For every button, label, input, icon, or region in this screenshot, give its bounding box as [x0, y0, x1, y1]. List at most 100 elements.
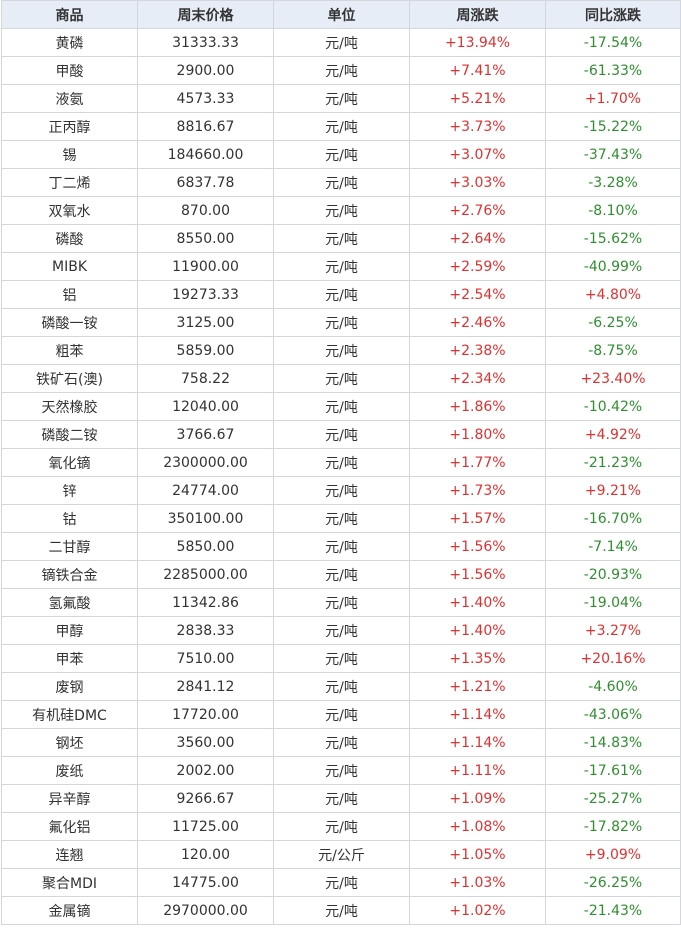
weekly-change-cell: +1.86%	[409, 392, 546, 421]
yoy-change-cell: -8.75%	[545, 336, 681, 365]
price-cell: 2838.33	[137, 616, 274, 645]
commodity-cell: 铝	[1, 280, 138, 309]
unit-cell: 元/吨	[273, 112, 410, 141]
commodity-cell: 氧化镝	[1, 448, 138, 477]
table-row: 液氨 4573.33 元/吨 +5.21% +1.70%	[1, 84, 681, 113]
unit-cell: 元/吨	[273, 784, 410, 813]
weekly-change-cell: +2.38%	[409, 336, 546, 365]
yoy-change-cell: +20.16%	[545, 644, 681, 673]
weekly-change-cell: +1.21%	[409, 672, 546, 701]
commodity-cell: 有机硅DMC	[1, 700, 138, 729]
table-row: 钴 350100.00 元/吨 +1.57% -16.70%	[1, 504, 681, 533]
weekly-change-cell: +5.21%	[409, 84, 546, 113]
table-row: 正丙醇 8816.67 元/吨 +3.73% -15.22%	[1, 112, 681, 141]
unit-cell: 元/吨	[273, 364, 410, 393]
weekly-change-cell: +2.34%	[409, 364, 546, 393]
commodity-cell: 锌	[1, 476, 138, 505]
price-cell: 120.00	[137, 840, 274, 869]
commodity-cell: 粗苯	[1, 336, 138, 365]
price-cell: 4573.33	[137, 84, 274, 113]
price-cell: 19273.33	[137, 280, 274, 309]
table-body: 黄磷 31333.33 元/吨 +13.94% -17.54% 甲酸 2900.00 元/吨 +…	[1, 28, 681, 925]
price-cell: 870.00	[137, 196, 274, 225]
unit-cell: 元/吨	[273, 672, 410, 701]
commodity-cell: 废钢	[1, 672, 138, 701]
unit-cell: 元/吨	[273, 756, 410, 785]
price-cell: 5850.00	[137, 532, 274, 561]
yoy-change-cell: -10.42%	[545, 392, 681, 421]
yoy-change-cell: -17.61%	[545, 756, 681, 785]
weekly-change-cell: +1.73%	[409, 476, 546, 505]
unit-cell: 元/吨	[273, 196, 410, 225]
commodity-cell: 金属镝	[1, 896, 138, 925]
price-cell: 5859.00	[137, 336, 274, 365]
table-row: 氟化铝 11725.00 元/吨 +1.08% -17.82%	[1, 812, 681, 841]
commodity-cell: 甲醇	[1, 616, 138, 645]
unit-cell: 元/吨	[273, 700, 410, 729]
price-cell: 24774.00	[137, 476, 274, 505]
header-commodity: 商品	[1, 0, 138, 29]
weekly-change-cell: +1.02%	[409, 896, 546, 925]
weekly-change-cell: +1.56%	[409, 532, 546, 561]
table-row: 甲苯 7510.00 元/吨 +1.35% +20.16%	[1, 644, 681, 673]
table-row: 天然橡胶 12040.00 元/吨 +1.86% -10.42%	[1, 392, 681, 421]
commodity-cell: 连翘	[1, 840, 138, 869]
yoy-change-cell: -15.62%	[545, 224, 681, 253]
table-row: 丁二烯 6837.78 元/吨 +3.03% -3.28%	[1, 168, 681, 197]
yoy-change-cell: -7.14%	[545, 532, 681, 561]
unit-cell: 元/吨	[273, 588, 410, 617]
weekly-change-cell: +3.07%	[409, 140, 546, 169]
price-cell: 3766.67	[137, 420, 274, 449]
weekly-change-cell: +2.54%	[409, 280, 546, 309]
yoy-change-cell: -6.25%	[545, 308, 681, 337]
yoy-change-cell: +23.40%	[545, 364, 681, 393]
weekly-change-cell: +2.59%	[409, 252, 546, 281]
unit-cell: 元/吨	[273, 476, 410, 505]
unit-cell: 元/吨	[273, 868, 410, 897]
price-cell: 31333.33	[137, 28, 274, 57]
table-row: 氢氟酸 11342.86 元/吨 +1.40% -19.04%	[1, 588, 681, 617]
unit-cell: 元/吨	[273, 28, 410, 57]
table-row: 粗苯 5859.00 元/吨 +2.38% -8.75%	[1, 336, 681, 365]
weekly-change-cell: +1.80%	[409, 420, 546, 449]
table-row: 铝 19273.33 元/吨 +2.54% +4.80%	[1, 280, 681, 309]
commodity-cell: 铁矿石(澳)	[1, 364, 138, 393]
unit-cell: 元/吨	[273, 84, 410, 113]
price-cell: 11342.86	[137, 588, 274, 617]
commodity-cell: 镝铁合金	[1, 560, 138, 589]
yoy-change-cell: +4.80%	[545, 280, 681, 309]
weekly-change-cell: +7.41%	[409, 56, 546, 85]
weekly-change-cell: +1.40%	[409, 616, 546, 645]
yoy-change-cell: -21.43%	[545, 896, 681, 925]
yoy-change-cell: -4.60%	[545, 672, 681, 701]
yoy-change-cell: -40.99%	[545, 252, 681, 281]
price-cell: 12040.00	[137, 392, 274, 421]
unit-cell: 元/吨	[273, 336, 410, 365]
weekly-change-cell: +1.56%	[409, 560, 546, 589]
unit-cell: 元/吨	[273, 448, 410, 477]
table-row: 锌 24774.00 元/吨 +1.73% +9.21%	[1, 476, 681, 505]
yoy-change-cell: -16.70%	[545, 504, 681, 533]
table-row: 二甘醇 5850.00 元/吨 +1.56% -7.14%	[1, 532, 681, 561]
weekly-change-cell: +2.76%	[409, 196, 546, 225]
yoy-change-cell: -26.25%	[545, 868, 681, 897]
commodity-cell: 磷酸二铵	[1, 420, 138, 449]
unit-cell: 元/吨	[273, 504, 410, 533]
table-row: 镝铁合金 2285000.00 元/吨 +1.56% -20.93%	[1, 560, 681, 589]
table-row: 废钢 2841.12 元/吨 +1.21% -4.60%	[1, 672, 681, 701]
table-row: 双氧水 870.00 元/吨 +2.76% -8.10%	[1, 196, 681, 225]
commodity-cell: 二甘醇	[1, 532, 138, 561]
price-cell: 8550.00	[137, 224, 274, 253]
unit-cell: 元/吨	[273, 896, 410, 925]
price-cell: 2900.00	[137, 56, 274, 85]
table-row: 甲醇 2838.33 元/吨 +1.40% +3.27%	[1, 616, 681, 645]
unit-cell: 元/吨	[273, 56, 410, 85]
price-cell: 3125.00	[137, 308, 274, 337]
price-cell: 6837.78	[137, 168, 274, 197]
weekly-change-cell: +2.46%	[409, 308, 546, 337]
weekly-change-cell: +1.35%	[409, 644, 546, 673]
commodity-cell: 钴	[1, 504, 138, 533]
table-row: 金属镝 2970000.00 元/吨 +1.02% -21.43%	[1, 896, 681, 925]
commodity-cell: 氟化铝	[1, 812, 138, 841]
weekly-change-cell: +1.40%	[409, 588, 546, 617]
